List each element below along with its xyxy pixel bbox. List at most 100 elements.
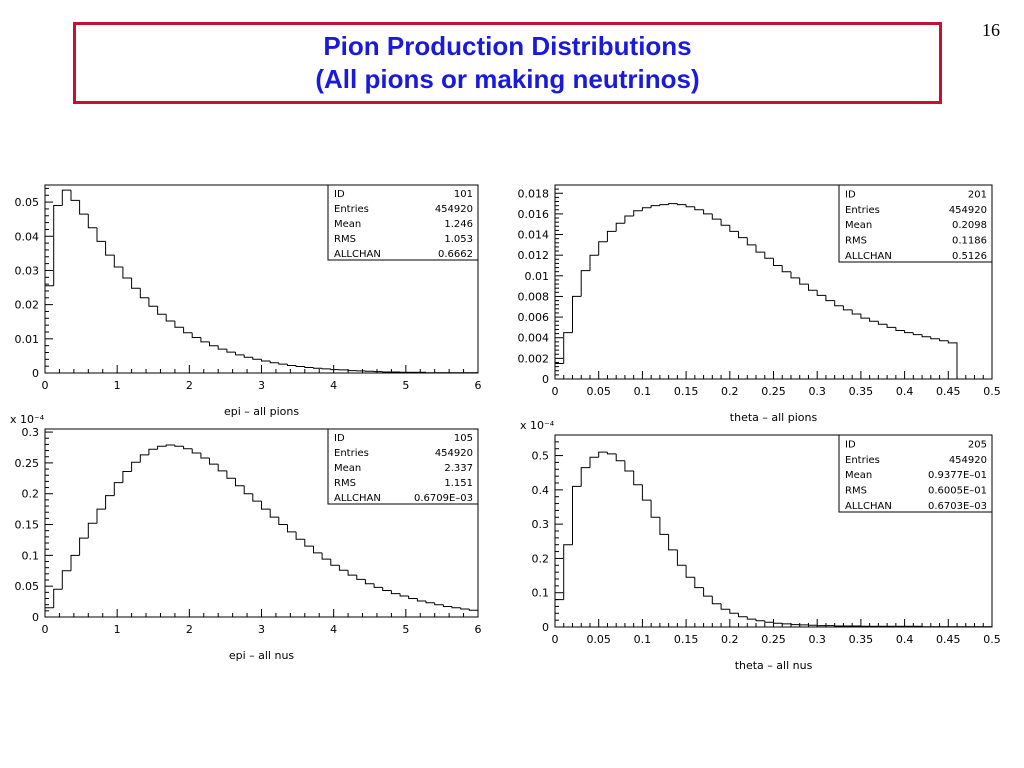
histogram-bin <box>390 590 401 595</box>
histogram-bin <box>313 546 323 554</box>
stats-box <box>838 184 993 263</box>
x-tick-label: 0.05 <box>586 385 611 398</box>
stats-value: 0.5126 <box>952 251 987 262</box>
stats-box <box>327 428 479 505</box>
page-number: 16 <box>982 20 1000 40</box>
histogram-bin <box>694 206 704 211</box>
histogram-bin <box>139 288 149 299</box>
y-tick-label: 0.04 <box>15 230 40 243</box>
histogram-bin <box>105 241 115 256</box>
stats-label: ALLCHAN <box>334 493 381 504</box>
histogram-bin <box>834 300 844 307</box>
histogram-bin <box>148 297 158 307</box>
stats-box <box>838 434 993 513</box>
stats-label: Entries <box>845 455 880 466</box>
histogram-bin <box>382 587 392 591</box>
histogram-bin <box>825 295 835 302</box>
stats-value: 0.6005E–01 <box>928 486 987 497</box>
y-tick-label: 0.002 <box>518 352 550 365</box>
histogram-bin <box>729 609 739 614</box>
y-tick-label: 0 <box>542 621 549 634</box>
y-tick-label: 0.1 <box>532 587 550 600</box>
stats-value: 0.2098 <box>952 220 987 231</box>
histogram-bin <box>746 616 756 620</box>
histogram-bin <box>261 501 271 510</box>
y-tick-label: 0.03 <box>15 264 40 277</box>
histogram-bin <box>799 277 809 285</box>
histogram-bin <box>572 295 582 333</box>
histogram-bin <box>624 215 634 224</box>
x-tick-label: 3 <box>258 379 265 392</box>
y-tick-label: 0.014 <box>518 229 550 242</box>
histogram-bin <box>278 517 288 525</box>
histogram-bin <box>200 337 210 343</box>
stats-value: 454920 <box>435 204 473 215</box>
x-tick-label: 0.2 <box>721 385 739 398</box>
histogram-bin <box>165 314 175 322</box>
x-tick-label: 0 <box>42 379 49 392</box>
stats-label: RMS <box>334 478 356 489</box>
stats-value: 1.151 <box>444 478 473 489</box>
stats-label: Entries <box>845 205 880 216</box>
histogram-bin <box>252 357 262 360</box>
y-tick-label: 0.4 <box>532 484 550 497</box>
histogram-bin <box>755 244 765 253</box>
histogram-bin <box>261 359 271 362</box>
chart-3: 0 1 2 3 4 5 6 0 0.05 0.1 0.15 0.2 0.25 0.3x 10⁻⁴ epi –… <box>10 413 482 662</box>
histogram-bin <box>554 363 564 379</box>
stats-value: 0.9377E–01 <box>928 470 987 481</box>
chart-1: 0 1 2 3 4 5 6 0 0.01 0.02 0.03 0.04 0.05 epi – all pi… <box>15 184 482 418</box>
x-tick-label: 0.3 <box>808 385 826 398</box>
histogram-bin <box>738 231 748 239</box>
y-tick-label: 0.018 <box>518 187 550 200</box>
histogram-bin <box>113 255 123 268</box>
x-tick-label: 0.1 <box>634 633 652 646</box>
histogram-bin <box>606 230 617 242</box>
x-tick-label: 1 <box>114 379 121 392</box>
y-tick-label: 0 <box>32 611 39 624</box>
x-tick-label: 0 <box>42 623 49 636</box>
histogram-bin <box>442 604 452 607</box>
histogram-bin <box>589 254 599 271</box>
y-tick-label: 0.016 <box>518 208 550 221</box>
histogram-bin <box>157 306 167 315</box>
y-tick-label: 0.25 <box>15 457 40 470</box>
stats-value: 201 <box>968 189 987 200</box>
histogram-bin <box>243 354 253 358</box>
histogram-bin <box>781 265 791 273</box>
histogram-bin <box>711 596 722 605</box>
histogram-bin <box>773 258 783 266</box>
histogram-bin <box>321 552 331 560</box>
stats-label: Mean <box>334 219 361 230</box>
stats-label: ALLCHAN <box>845 251 892 262</box>
histogram-bin <box>572 485 582 545</box>
x-tick-label: 0.15 <box>674 633 699 646</box>
x-tick-label: 0.1 <box>634 385 652 398</box>
histogram-bin <box>615 453 625 462</box>
histogram-bin <box>191 448 201 454</box>
y-tick-label: 0.2 <box>22 488 40 501</box>
histogram-bin <box>131 278 141 289</box>
y-tick-label: 0.3 <box>22 426 40 439</box>
y-tick-label: 0.006 <box>518 311 550 324</box>
histogram-bin <box>183 446 193 450</box>
histogram-bin <box>287 364 297 366</box>
histogram-bin <box>87 522 97 539</box>
histogram-bin <box>685 565 695 578</box>
histogram-bin <box>209 458 219 465</box>
histogram-bin <box>148 448 158 455</box>
histogram-bin <box>912 332 923 336</box>
stats-value: 101 <box>454 189 473 200</box>
stats-label: ID <box>334 189 345 200</box>
histogram-bin <box>764 620 774 623</box>
histogram-bin <box>287 524 297 533</box>
x-tick-label: 3 <box>258 623 265 636</box>
histogram-bin <box>295 531 305 540</box>
histogram-bin <box>589 456 599 468</box>
x-tick-label: 0.5 <box>983 385 1001 398</box>
stats-box <box>327 184 479 261</box>
stats-label: Mean <box>334 463 361 474</box>
y-tick-label: 0.01 <box>15 333 40 346</box>
histogram-bin <box>720 219 730 226</box>
histogram-bin <box>659 517 669 535</box>
